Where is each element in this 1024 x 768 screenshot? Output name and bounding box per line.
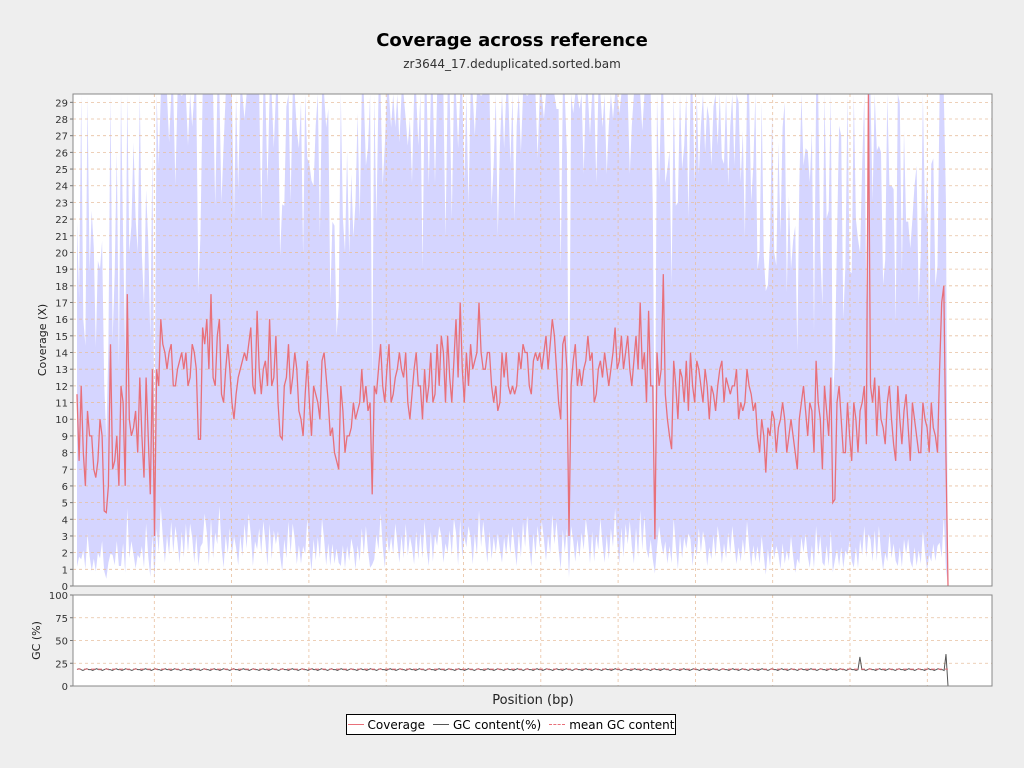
coverage-y-tick-label: 19 — [55, 265, 68, 276]
coverage-series-line — [76, 93, 949, 587]
legend-label-coverage: Coverage — [367, 717, 426, 732]
coverage-y-tick-label: 7 — [62, 465, 68, 476]
gc-y-tick-label: 25 — [55, 659, 68, 670]
legend: Coverage GC content(%) mean GC content — [346, 714, 676, 735]
legend-item-gc: GC content(%) — [433, 718, 541, 732]
coverage-y-tick-label: 13 — [55, 365, 68, 376]
coverage-y-tick-label: 0 — [62, 582, 68, 593]
coverage-y-tick-label: 6 — [62, 482, 68, 493]
gc-y-tick-label: 75 — [55, 614, 68, 625]
coverage-y-tick-label: 17 — [55, 298, 68, 309]
coverage-y-tick-label: 4 — [62, 515, 68, 526]
coverage-y-tick-label: 24 — [55, 182, 68, 193]
coverage-y-tick-label: 20 — [55, 248, 68, 259]
coverage-y-tick-label: 10 — [55, 415, 68, 426]
coverage-y-tick-label: 22 — [55, 215, 68, 226]
gc-content-line — [76, 654, 949, 687]
coverage-y-tick-label: 15 — [55, 332, 68, 343]
legend-label-gc: GC content(%) — [453, 717, 542, 732]
chart-subtitle: zr3644_17.deduplicated.sorted.bam — [403, 57, 621, 71]
chart-title: Coverage across reference — [376, 30, 648, 51]
coverage-y-tick-label: 2 — [62, 549, 68, 560]
coverage-y-tick-label: 25 — [55, 165, 68, 176]
coverage-y-tick-label: 23 — [55, 198, 68, 209]
coverage-y-tick-label: 21 — [55, 232, 68, 243]
coverage-y-tick-label: 3 — [62, 532, 68, 543]
x-axis-label: Position (bp) — [492, 693, 573, 708]
coverage-y-tick-label: 9 — [62, 432, 68, 443]
mean-gc-swatch-icon — [549, 724, 566, 725]
coverage-y-tick-label: 8 — [62, 449, 68, 460]
gc-y-axis-label: GC (%) — [30, 621, 43, 660]
coverage-y-tick-label: 16 — [55, 315, 68, 326]
coverage-y-tick-label: 12 — [55, 382, 68, 393]
coverage-y-tick-label: 11 — [55, 399, 68, 410]
coverage-swatch-icon — [347, 724, 364, 725]
coverage-plot-border — [72, 93, 993, 587]
gc-swatch-icon — [433, 724, 449, 725]
coverage-y-tick-label: 14 — [55, 349, 68, 360]
gc-y-tick-label: 0 — [62, 682, 68, 693]
coverage-y-tick-label: 26 — [55, 148, 68, 159]
gc-y-tick-label: 100 — [49, 591, 68, 602]
gc-plot-background — [73, 595, 992, 686]
coverage-y-tick-label: 27 — [55, 132, 68, 143]
gc-plot-border — [72, 594, 993, 687]
legend-item-coverage: Coverage — [347, 717, 426, 732]
legend-item-mean-gc: mean GC content — [549, 718, 674, 732]
legend-label-mean-gc: mean GC content — [569, 717, 675, 732]
coverage-y-axis-label: Coverage (X) — [36, 304, 49, 376]
coverage-y-tick-label: 5 — [62, 499, 68, 510]
coverage-y-tick-label: 29 — [55, 98, 68, 109]
coverage-y-tick-label: 28 — [55, 115, 68, 126]
coverage-y-tick-label: 1 — [62, 565, 68, 576]
coverage-y-tick-label: 18 — [55, 282, 68, 293]
gc-y-tick-label: 50 — [55, 637, 68, 648]
coverage-band — [77, 94, 948, 586]
